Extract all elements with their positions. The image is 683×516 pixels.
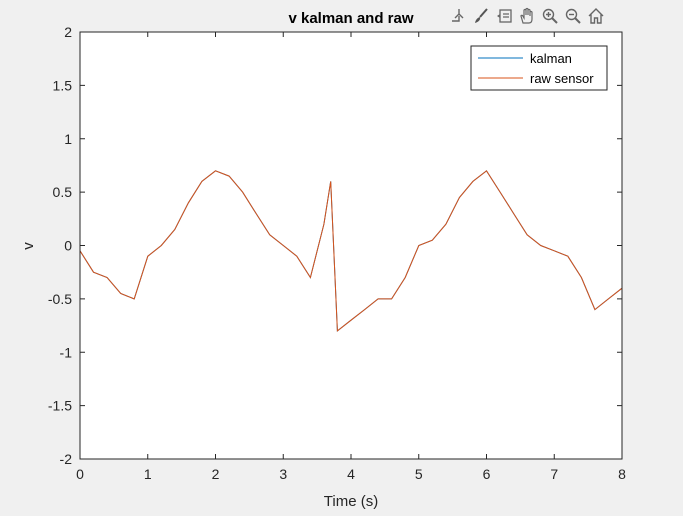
x-tick-label: 1 <box>144 466 152 482</box>
x-axis-label: Time (s) <box>324 493 378 510</box>
x-axis: 0 1 2 3 4 5 6 7 8 <box>76 32 626 482</box>
series-line-raw-sensor <box>79 170 623 332</box>
y-tick-label: -0.5 <box>48 291 72 307</box>
axes-background <box>80 32 622 459</box>
y-tick-label: 0 <box>64 238 72 254</box>
axes-toolbar <box>448 6 606 28</box>
y-tick-label: -1.5 <box>48 398 72 414</box>
y-tick-label: 0.5 <box>53 184 73 200</box>
x-tick-label: 0 <box>76 466 84 482</box>
y-tick-label: 1 <box>64 131 72 147</box>
plot-area <box>79 170 623 332</box>
x-tick-label: 6 <box>483 466 491 482</box>
data-tips-icon[interactable] <box>494 6 514 26</box>
y-tick-label: 2 <box>64 24 72 40</box>
legend[interactable]: kalman raw sensor <box>470 45 608 91</box>
y-tick-label: 1.5 <box>53 77 73 93</box>
zoom-out-icon[interactable] <box>563 6 583 26</box>
pan-hand-icon[interactable] <box>517 6 537 26</box>
legend-label-kalman: kalman <box>530 51 572 66</box>
x-tick-label: 3 <box>279 466 287 482</box>
y-tick-label: -1 <box>60 344 73 360</box>
x-tick-label: 5 <box>415 466 423 482</box>
chart-title: v kalman and raw <box>288 10 413 27</box>
brush-icon[interactable] <box>471 6 491 26</box>
legend-box <box>470 45 608 91</box>
x-tick-label: 4 <box>347 466 355 482</box>
y-axis: -2 -1.5 -1 -0.5 0 0.5 1 1.5 2 <box>48 24 622 467</box>
y-tick-label: -2 <box>60 451 73 467</box>
y-axis-label: v <box>20 242 37 250</box>
zoom-in-icon[interactable] <box>540 6 560 26</box>
x-tick-label: 2 <box>212 466 220 482</box>
legend-label-raw-sensor: raw sensor <box>530 71 594 86</box>
home-icon[interactable] <box>586 6 606 26</box>
export-icon[interactable] <box>448 6 468 26</box>
x-tick-label: 7 <box>550 466 558 482</box>
x-tick-label: 8 <box>618 466 626 482</box>
